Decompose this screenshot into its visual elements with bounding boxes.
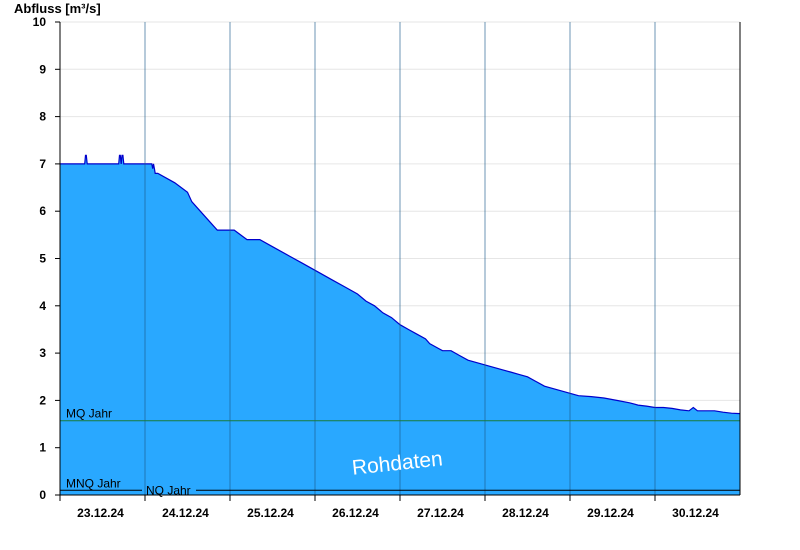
x-tick-labels: 23.12.24 24.12.24 25.12.24 26.12.24 27.12.24…	[77, 506, 719, 520]
day-separator-lines	[144, 22, 656, 495]
x-tick-label-5: 28.12.24	[502, 506, 549, 520]
y-tick-label-2: 2	[39, 393, 46, 407]
y-tick-label-1: 1	[39, 441, 46, 455]
y-tick-label-9: 9	[39, 62, 46, 76]
y-tick-labels: 0 1 2 3 4 5 6 7 8 9 10	[33, 15, 47, 502]
y-tick-label-10: 10	[33, 15, 47, 29]
axes	[55, 21, 741, 501]
y-tick-label-6: 6	[39, 204, 46, 218]
discharge-line	[60, 154, 741, 415]
x-tick-label-3: 26.12.24	[332, 506, 379, 520]
mq-label: MQ Jahr	[66, 407, 112, 421]
reference-lines: MQ Jahr MNQ Jahr NQ Jahr	[60, 407, 740, 497]
mnq-label: MNQ Jahr	[66, 476, 121, 490]
y-tick-label-3: 3	[39, 346, 46, 360]
x-tick-label-1: 24.12.24	[162, 506, 209, 520]
x-tick-label-7: 30.12.24	[672, 506, 719, 520]
y-tick-label-8: 8	[39, 110, 46, 124]
y-tick-label-7: 7	[39, 157, 46, 171]
x-tick-label-4: 27.12.24	[417, 506, 464, 520]
x-tick-label-6: 29.12.24	[587, 506, 634, 520]
y-tick-label-5: 5	[39, 252, 46, 266]
nq-label: NQ Jahr	[146, 483, 191, 497]
y-tick-label-0: 0	[39, 488, 46, 502]
y-tick-label-4: 4	[39, 299, 46, 313]
x-tick-label-0: 23.12.24	[77, 506, 124, 520]
x-tick-label-2: 25.12.24	[247, 506, 294, 520]
y-axis-title: Abfluss [m³/s]	[14, 1, 101, 16]
